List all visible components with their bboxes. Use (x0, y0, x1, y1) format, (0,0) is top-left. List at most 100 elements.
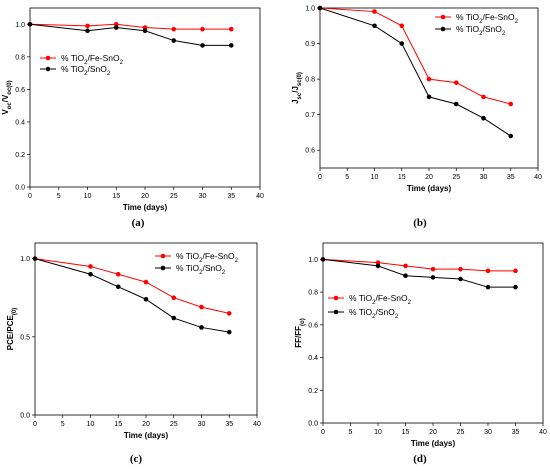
y-axis-label-sub: sc(0) (297, 72, 303, 86)
plot-frame (29, 7, 261, 188)
legend-label-part: /SnO (88, 64, 108, 74)
legend-label-sub: 2 (84, 60, 88, 66)
data-point (113, 21, 119, 27)
y-tick-label: 0.6 (308, 322, 318, 329)
chart-panel-c: 0 5 10 15 20 25 30 35 40 0.0 0.5 1.0 Time (days) PCE/… (6, 242, 261, 465)
data-point (32, 256, 38, 261)
x-tick-label: 20 (429, 429, 437, 436)
x-axis-label: Time (days) (124, 431, 169, 440)
data-point (375, 263, 381, 269)
data-point (453, 80, 459, 85)
x-tick-label: 15 (402, 429, 410, 436)
data-point (171, 38, 177, 43)
x-tick-label: 10 (374, 429, 382, 436)
x-tick-label: 10 (87, 421, 95, 428)
data-point (226, 329, 232, 335)
x-tick-label: 35 (225, 421, 233, 428)
data-point (485, 268, 491, 274)
y-tick-label: 0.4 (15, 119, 25, 126)
panel-caption: (c) (130, 453, 143, 465)
data-point (171, 26, 177, 32)
data-point (458, 266, 463, 272)
data-point (142, 28, 148, 34)
data-point (113, 25, 119, 30)
legend-label-sub: 2 (502, 31, 506, 37)
data-point (143, 296, 149, 302)
legend-marker (440, 26, 446, 32)
data-point (88, 271, 93, 277)
data-point (199, 325, 204, 330)
legend-label-sub: 2 (408, 300, 412, 306)
legend-label-part: % TiO (61, 53, 85, 63)
panel-caption: (a) (132, 217, 145, 229)
data-point (375, 260, 381, 265)
y-axis-label-part: /J (291, 86, 300, 93)
x-tick-label: 0 (321, 429, 325, 436)
legend-label-part: /Fe-SnO (203, 251, 236, 261)
legend-label: % TiO2/SnO2 (176, 263, 226, 276)
y-axis-label-sub: oc(0) (7, 80, 13, 94)
legend-label: % TiO2/SnO2 (61, 64, 111, 77)
legend-marker (45, 66, 51, 72)
y-axis-label: Voc/Voc(0) (1, 80, 13, 114)
chart-panel-d: 0 5 10 15 20 25 30 35 40 0.0 0.2 0.4 0.6 0.8 1.0 Time (… (294, 242, 547, 465)
y-tick-label: 0.8 (308, 290, 318, 297)
data-point (372, 9, 377, 14)
x-tick-label: 10 (371, 174, 379, 181)
y-tick-label: 1.0 (15, 22, 25, 29)
data-point (403, 273, 408, 279)
legend-label-sub: 2 (372, 314, 376, 320)
x-tick-label: 15 (114, 421, 122, 428)
y-axis-label-part: V (1, 109, 10, 115)
x-tick-label: 0 (318, 174, 322, 181)
x-tick-label: 5 (61, 421, 65, 428)
y-tick-label: 0.4 (308, 355, 318, 362)
y-tick-label: 0.8 (305, 77, 315, 84)
legend-label: % TiO2/Fe-SnO2 (349, 293, 412, 306)
y-axis-label-part: J (291, 99, 300, 103)
x-tick-label: 30 (198, 421, 206, 428)
panel-caption: (d) (413, 453, 427, 465)
legend-label-part: /Fe-SnO (88, 53, 121, 63)
legend-label-part: /SnO (376, 307, 396, 317)
legend-label-sub: 2 (515, 19, 519, 25)
y-tick-label: 0.8 (15, 54, 25, 61)
legend-label-sub: 2 (372, 300, 376, 306)
y-axis-label: FF/FF(o) (294, 318, 306, 347)
legend-label-sub: 2 (199, 258, 203, 264)
y-tick-label: 0.7 (305, 112, 315, 119)
x-tick-label: 30 (484, 429, 492, 436)
legend-label-sub: 2 (222, 270, 226, 276)
legend-label-part: /SnO (483, 24, 503, 34)
data-point (228, 26, 234, 32)
y-axis-label-sub: sc (297, 92, 303, 99)
legend-label: % TiO2/Fe-SnO2 (176, 251, 239, 264)
data-point (200, 26, 205, 32)
data-point (508, 133, 514, 139)
legend-label-part: % TiO (456, 12, 480, 22)
legend-label-sub: 2 (107, 71, 111, 77)
x-tick-label: 25 (452, 174, 460, 181)
y-tick-label: 0.0 (15, 185, 25, 192)
x-tick-label: 35 (507, 174, 515, 181)
chart-panel-a: 0 5 10 15 20 25 30 35 40 0.0 0.2 0.4 0.6 0.8 1.0 Time (… (1, 7, 264, 229)
y-tick-label: 0.9 (305, 41, 315, 48)
legend-label-part: % TiO (456, 24, 480, 34)
y-axis-label-sub: oc (7, 102, 13, 110)
y-tick-label: 1.0 (305, 6, 315, 13)
x-tick-label: 10 (84, 193, 92, 200)
x-tick-label: 30 (199, 193, 207, 200)
data-point (142, 25, 148, 30)
data-point (399, 41, 405, 46)
data-point (226, 311, 232, 316)
legend-marker (333, 295, 339, 301)
data-point (430, 266, 436, 272)
y-axis-label-part: PCE/PCE (6, 314, 15, 350)
x-tick-label: 25 (457, 429, 465, 436)
data-point (508, 101, 514, 107)
y-axis-label: PCE/PCE(0) (6, 308, 18, 350)
data-point (430, 275, 436, 280)
legend-label: % TiO2/SnO2 (349, 307, 399, 320)
data-point (485, 284, 491, 290)
legend-label-sub: 2 (479, 19, 483, 25)
